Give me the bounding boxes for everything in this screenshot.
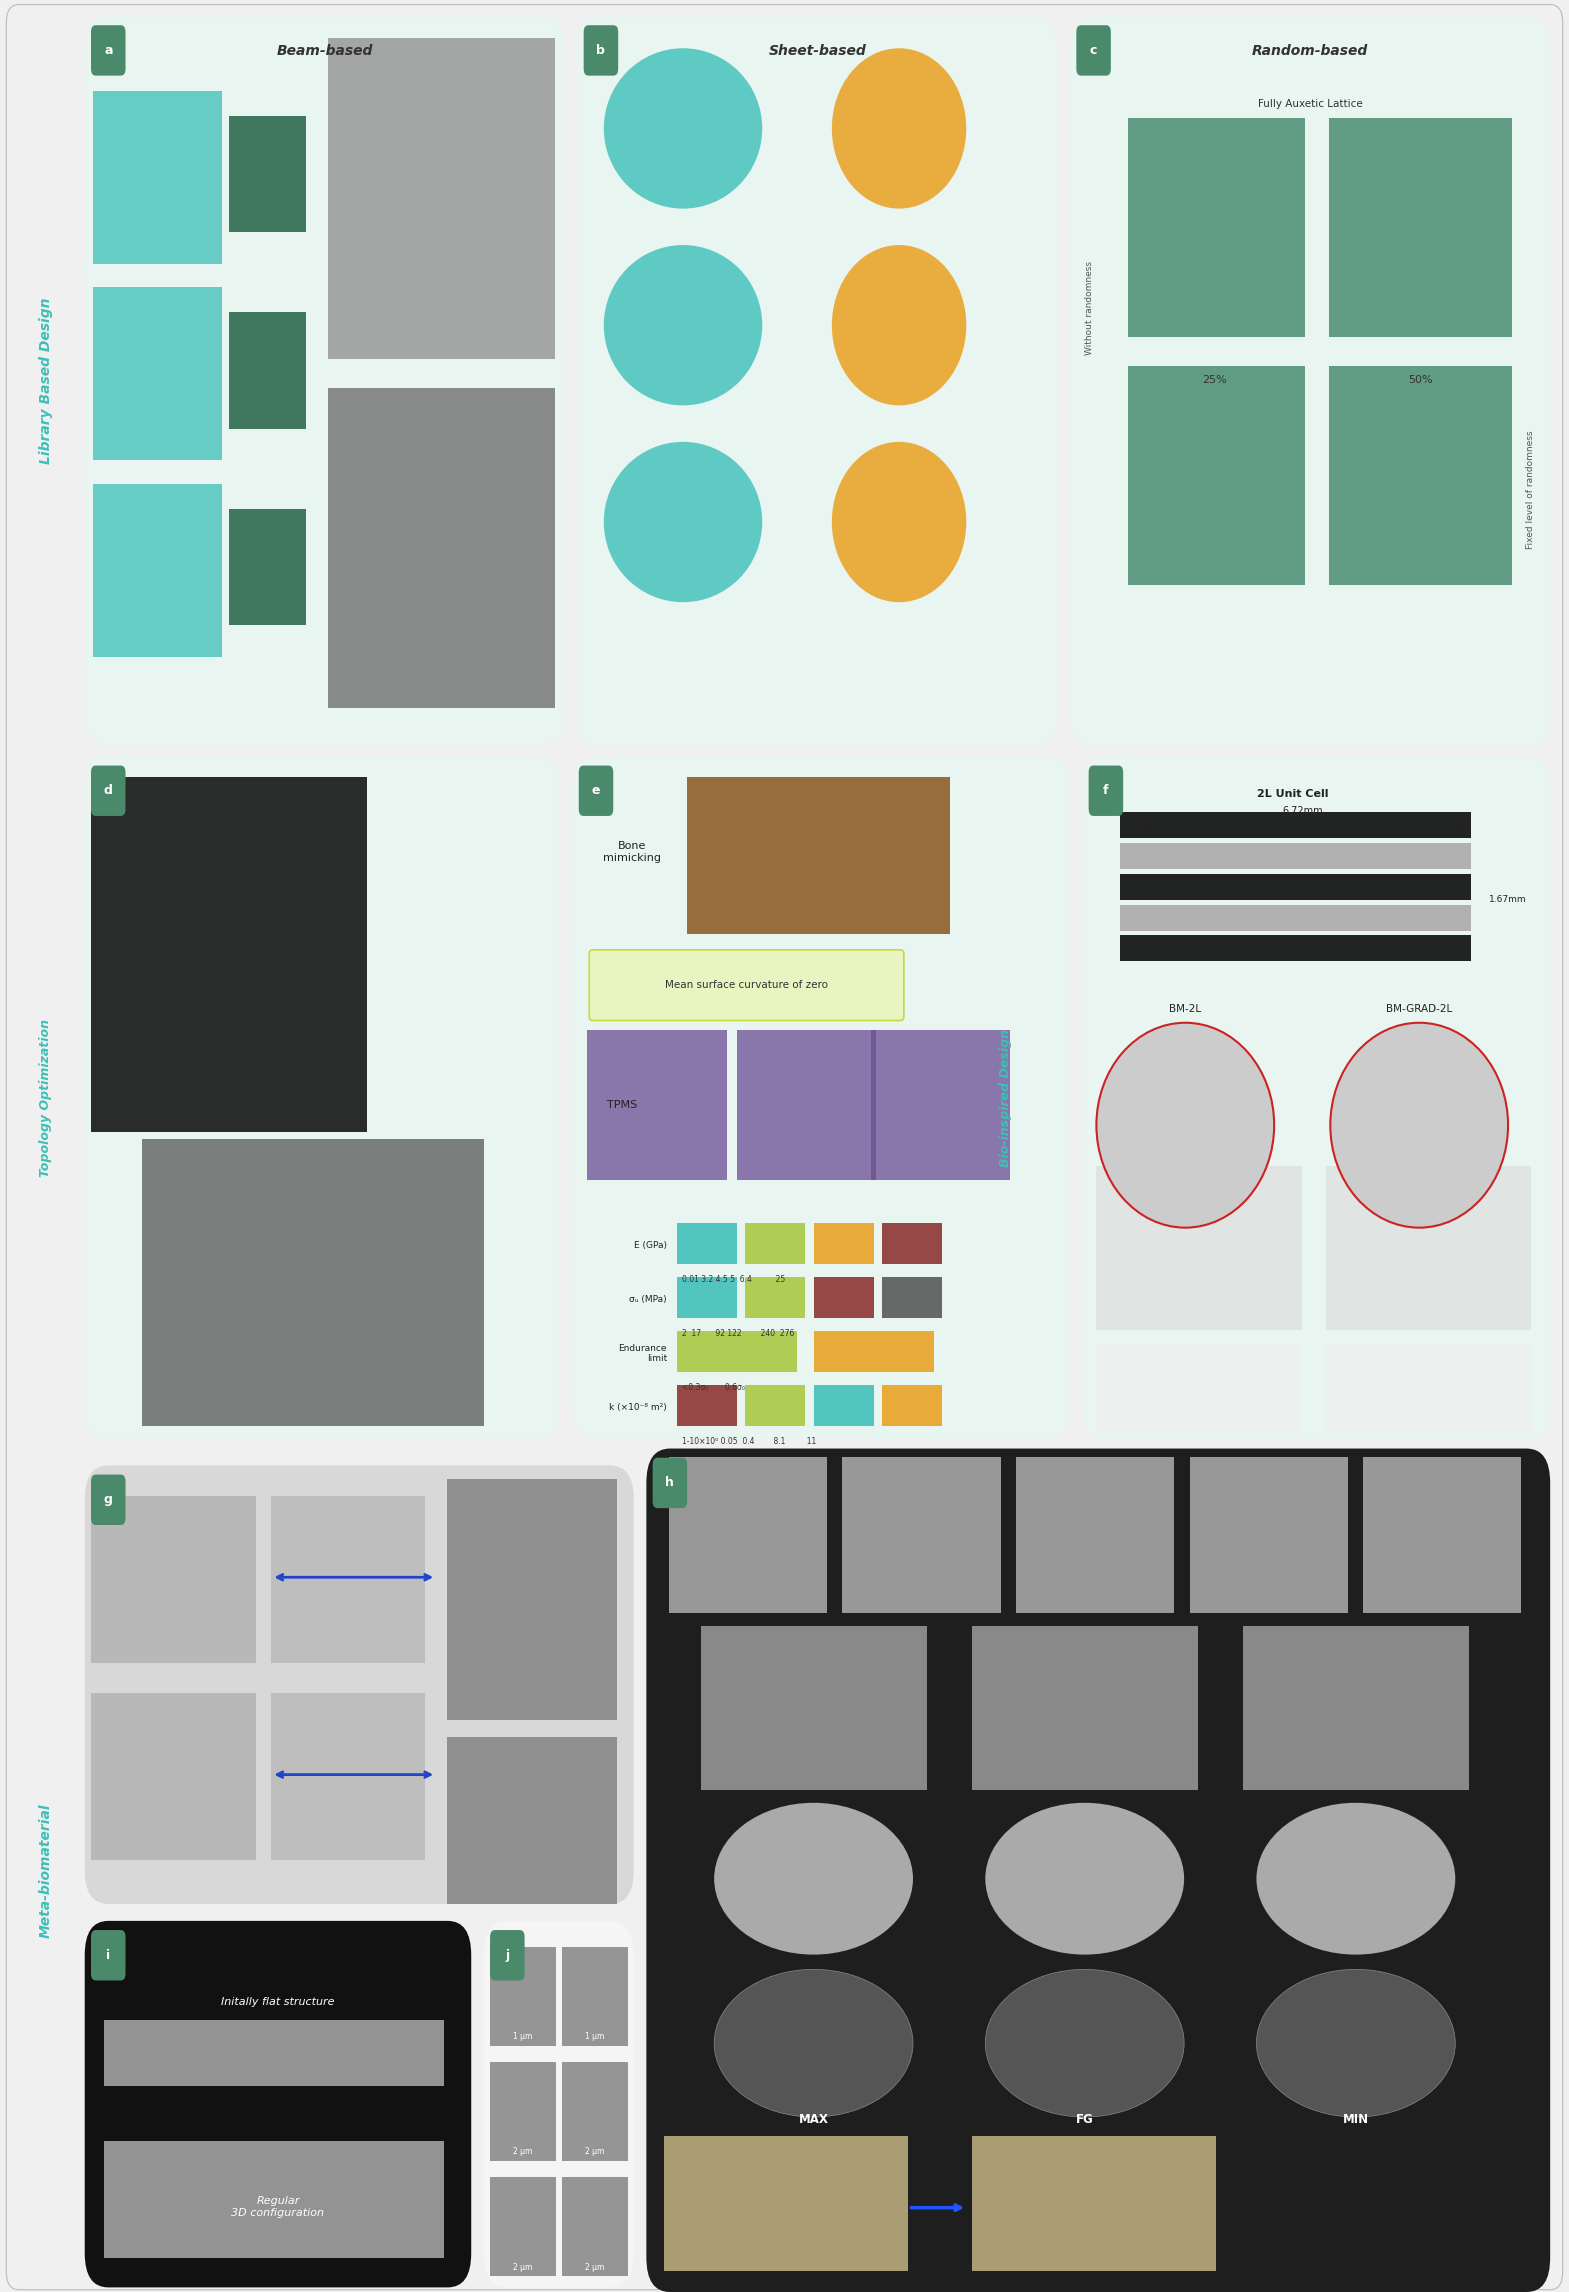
Text: 0.01 3.2 4.5 5  6.4          25: 0.01 3.2 4.5 5 6.4 25 — [683, 1274, 784, 1284]
Text: MIN: MIN — [1343, 2113, 1368, 2125]
Text: MAX: MAX — [799, 2113, 828, 2125]
Text: 25%: 25% — [1202, 376, 1227, 385]
Text: 2  17      92 122        240  276: 2 17 92 122 240 276 — [683, 1329, 794, 1339]
Text: Fully Auxetic Lattice: Fully Auxetic Lattice — [1258, 99, 1362, 108]
Text: c: c — [1090, 44, 1097, 57]
Text: f: f — [1103, 784, 1109, 798]
Text: 1.67mm: 1.67mm — [1489, 896, 1527, 905]
Text: Topology Optimization: Topology Optimization — [39, 1020, 52, 1176]
Text: k (×10⁻⁸ m²): k (×10⁻⁸ m²) — [609, 1403, 667, 1412]
Text: Library Based Design: Library Based Design — [39, 298, 52, 463]
Text: Regular
3D configuration: Regular 3D configuration — [232, 2196, 325, 2219]
Text: e: e — [592, 784, 601, 798]
Text: Sheet-based: Sheet-based — [769, 44, 866, 57]
Text: h: h — [665, 1476, 675, 1490]
Text: i: i — [107, 1948, 110, 1962]
Text: 2L Unit Cell: 2L Unit Cell — [1257, 788, 1329, 800]
Text: 2 μm: 2 μm — [585, 2262, 604, 2271]
Text: Initally flat structure: Initally flat structure — [221, 1996, 334, 2006]
Text: BM-GRAD-2L: BM-GRAD-2L — [1385, 1004, 1453, 1013]
Text: Random-based: Random-based — [1252, 44, 1368, 57]
Text: BM-2L: BM-2L — [1169, 1004, 1202, 1013]
Text: Without randomness: Without randomness — [1084, 261, 1094, 355]
Text: Mean surface curvature of zero: Mean surface curvature of zero — [665, 981, 828, 990]
Text: Fixed level of randomness: Fixed level of randomness — [1527, 431, 1536, 550]
Text: d: d — [104, 784, 113, 798]
Text: g: g — [104, 1494, 113, 1506]
Text: 50%: 50% — [1409, 376, 1432, 385]
Text: 1-10×10⁰ 0.05  0.4        8.1         11: 1-10×10⁰ 0.05 0.4 8.1 11 — [683, 1437, 816, 1446]
Text: <0.3σ₀       0.6σ₀: <0.3σ₀ 0.6σ₀ — [683, 1382, 745, 1391]
Text: TPMS: TPMS — [607, 1100, 637, 1109]
Text: E (GPa): E (GPa) — [634, 1240, 667, 1249]
Text: b: b — [596, 44, 606, 57]
Text: Bone
mimicking: Bone mimicking — [602, 841, 661, 862]
Text: a: a — [104, 44, 113, 57]
Text: 2 μm: 2 μm — [513, 2262, 532, 2271]
Text: 2 μm: 2 μm — [585, 2148, 604, 2157]
Text: 6.72mm: 6.72mm — [1282, 807, 1323, 816]
Text: FG: FG — [1076, 2113, 1094, 2125]
Text: Bio-inspired Design: Bio-inspired Design — [998, 1029, 1012, 1167]
Text: 1 μm: 1 μm — [513, 2033, 532, 2040]
Text: σᵤ (MPa): σᵤ (MPa) — [629, 1295, 667, 1304]
Text: Endurance
limit: Endurance limit — [618, 1343, 667, 1364]
Text: 2 μm: 2 μm — [513, 2148, 532, 2157]
Text: Beam-based: Beam-based — [276, 44, 373, 57]
Text: Meta-biomaterial: Meta-biomaterial — [39, 1804, 52, 1937]
Text: j: j — [505, 1948, 510, 1962]
Text: 1 μm: 1 μm — [585, 2033, 604, 2040]
